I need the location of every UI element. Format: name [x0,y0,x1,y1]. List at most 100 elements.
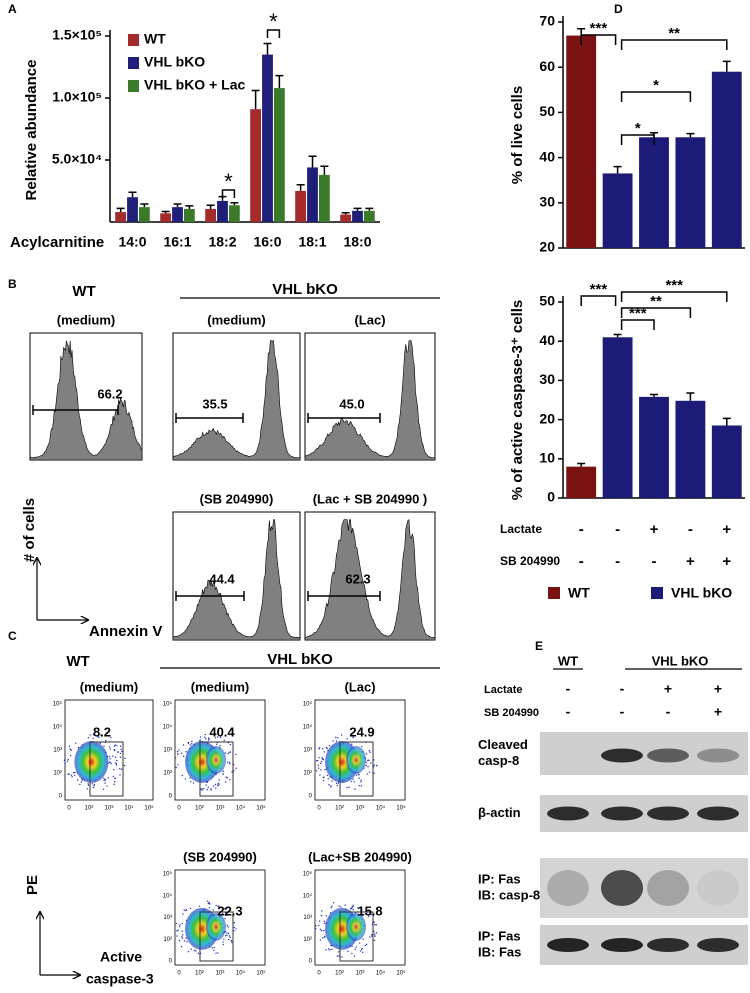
bar [675,137,706,248]
label: (Lac + SB 204990 ) [313,491,428,506]
bar [250,109,262,222]
y-tick-label: 1.0×10⁵ [52,89,102,105]
event-dot [361,951,364,954]
event-dot [64,762,66,765]
event-dot [189,744,192,746]
tick-label: 10³ [303,748,312,754]
error-bar [686,392,695,401]
event-dot [208,907,211,909]
event-dot [87,783,89,785]
row-label: Lactate [500,522,542,536]
event-dot [233,926,236,929]
row-cell: - [615,553,620,570]
significance-label: *** [590,281,608,298]
event-dot [229,743,232,746]
significance-bracket [221,189,236,198]
event-dot [206,900,209,902]
density-cloud [206,912,226,941]
event-dot [92,733,95,736]
event-dot [323,922,326,925]
event-dot [72,771,75,774]
event-dot [223,908,226,910]
event-dot [368,771,371,773]
event-dot [180,945,183,948]
event-dot [233,921,235,924]
event-dot [323,776,325,778]
tick-label: 10² [303,771,312,777]
event-dot [181,774,184,777]
blot-band [601,806,643,821]
event-dot [227,938,230,941]
y-tick-label: 5.0×10⁴ [52,151,102,167]
density-cloud [74,741,109,783]
event-dot [212,785,215,787]
gate [199,911,234,962]
event-dot [116,744,118,747]
event-dot [214,737,217,739]
event-dot [219,736,222,738]
event-dot [320,914,323,917]
panel-label: B [8,277,17,291]
event-dot [351,952,353,955]
tick-label: 10³ [356,971,365,977]
error-bar [320,165,329,175]
x-tick-label: 18:0 [343,234,371,250]
label: (Lac+SB 204990) [308,849,412,864]
event-dot [331,780,333,782]
event-dot [337,737,339,739]
y-tick-label: 50 [539,293,555,309]
blot-band [601,748,643,763]
event-dot [102,788,105,791]
y-axis-label: Relative abundance [23,60,40,201]
event-dot [358,785,360,787]
event-dot [110,736,112,739]
density-cloud [346,912,366,941]
event-dot [176,750,179,753]
event-dot [185,909,188,911]
label: (medium) [191,679,250,694]
tick-label: 10⁴ [124,805,134,812]
label: 22.3 [217,903,242,918]
event-dot [228,932,230,935]
gate [307,591,381,601]
bar [602,173,633,248]
label: IB: casp-8 [478,887,540,902]
gate [339,741,374,797]
panel-label: E [535,639,543,653]
event-dot [187,950,190,953]
event-dot [178,749,180,751]
event-dot [201,789,203,791]
blot [540,732,748,775]
event-dot [336,955,339,957]
tick-label: 10⁴ [376,970,386,977]
bar [127,197,138,222]
x-tick-label: 18:2 [208,234,236,250]
event-dot [177,929,179,931]
bar [228,205,240,222]
event-dot [93,785,95,787]
event-dot [177,753,179,756]
event-dot [370,762,372,764]
event-dot [178,925,181,928]
event-dot [329,949,331,951]
error-bar [686,132,695,138]
blot-band [647,870,689,906]
event-dot [322,758,325,761]
event-dot [319,774,321,776]
bar [711,425,742,498]
gate [175,413,244,423]
event-dot [223,739,225,742]
significance-bracket [620,39,728,50]
label: 24.9 [349,724,374,739]
event-dot [340,734,343,736]
event-dot [224,917,226,920]
legend-label: VHL bKO [144,54,205,70]
event-dot [182,744,185,746]
event-dot [229,761,231,763]
event-dot [114,762,117,764]
event-dot [210,733,212,735]
event-dot [213,946,215,949]
gate [89,741,124,797]
event-dot [321,748,324,750]
blot-band [601,938,643,952]
